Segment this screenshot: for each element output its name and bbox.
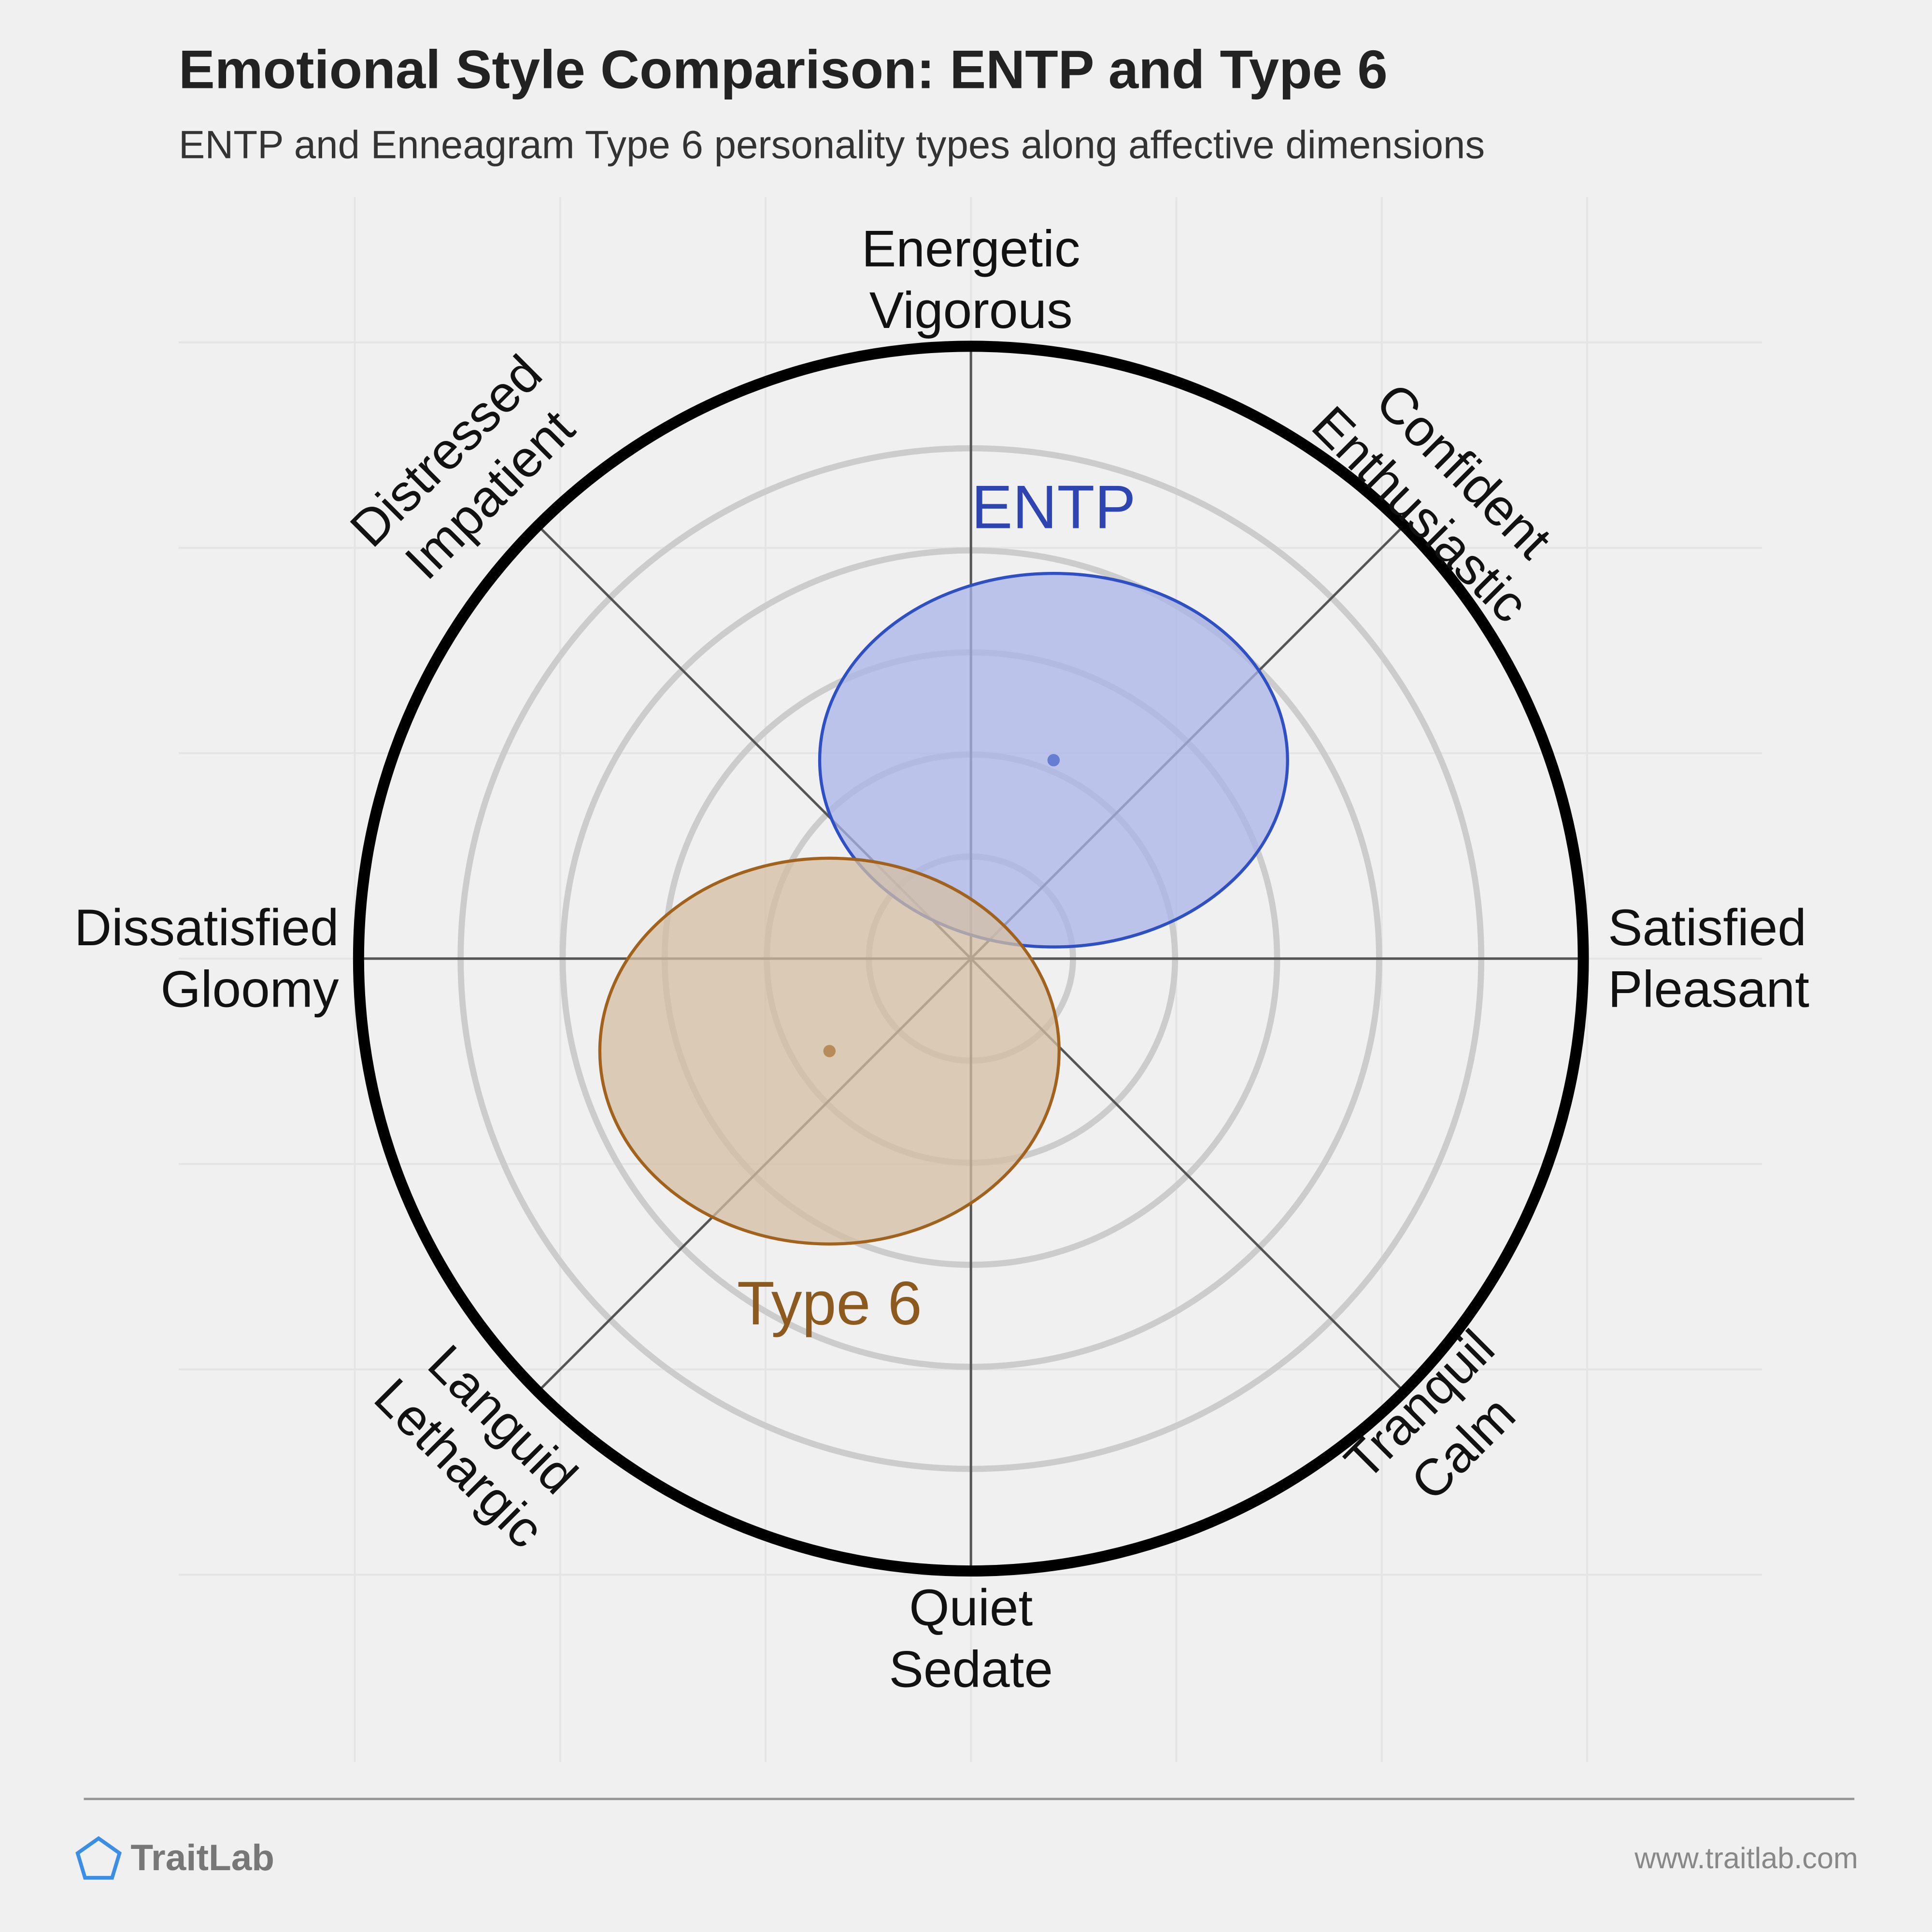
- axis-label-line: Satisfied: [1608, 898, 1806, 956]
- footer-url: www.traitlab.com: [1634, 1842, 1858, 1875]
- axis-label-line: Energetic: [862, 219, 1080, 277]
- series-center: [1047, 754, 1060, 767]
- axis-label-line: Dissatisfied: [74, 898, 339, 956]
- chart-subtitle: ENTP and Enneagram Type 6 personality ty…: [179, 123, 1485, 167]
- outer-ring: [353, 341, 1589, 1577]
- brand: TraitLab: [130, 1837, 274, 1878]
- axis-label-line: Pleasant: [1608, 960, 1809, 1018]
- axis-label-line: Vigorous: [869, 281, 1073, 339]
- logo-icon: [75, 1836, 122, 1880]
- chart-title: Emotional Style Comparison: ENTP and Typ…: [179, 39, 1388, 100]
- axis-label-line: Quiet: [909, 1578, 1033, 1636]
- series-center: [823, 1045, 836, 1057]
- axis-label-line: Gloomy: [160, 960, 339, 1018]
- series-label: ENTP: [971, 473, 1136, 541]
- series-label: Type 6: [737, 1269, 922, 1338]
- axis-label-line: Sedate: [889, 1640, 1053, 1698]
